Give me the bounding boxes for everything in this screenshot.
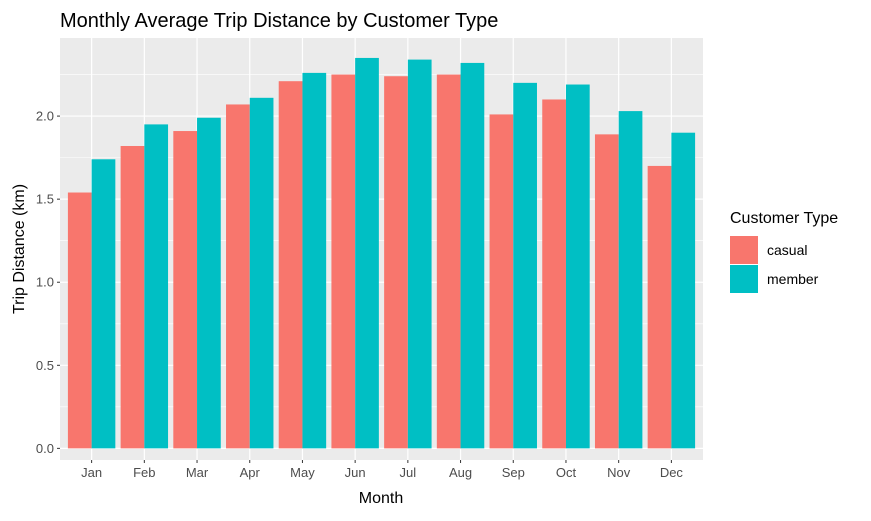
y-axis: 0.0 0.5 1.0 1.5 2.0 <box>36 109 60 456</box>
bar-member-sep <box>513 82 537 449</box>
x-tick-label: Sep <box>502 465 525 480</box>
chart-title: Monthly Average Trip Distance by Custome… <box>60 10 498 32</box>
bar-casual-jun <box>331 74 356 449</box>
x-tick-label: Nov <box>607 465 631 480</box>
x-tick-label: Feb <box>133 465 155 480</box>
x-tick-label: Apr <box>240 465 261 480</box>
bar-member-aug <box>460 62 485 449</box>
bar-member-jan <box>91 159 116 449</box>
x-tick-label: May <box>290 465 315 480</box>
bar-casual-feb <box>120 145 145 449</box>
legend-key-casual <box>730 236 758 264</box>
x-tick-label: Jun <box>345 465 366 480</box>
y-tick-label: 1.0 <box>36 275 54 290</box>
bar-casual-jul <box>384 76 408 449</box>
x-tick-label: Dec <box>660 465 684 480</box>
legend-label-member: member <box>767 271 819 287</box>
y-tick-label: 0.5 <box>36 358 54 373</box>
legend-key-member <box>730 265 758 293</box>
bar-casual-dec <box>647 165 672 449</box>
bar-member-mar <box>197 117 221 449</box>
x-tick-label: Mar <box>186 465 209 480</box>
bar-casual-mar <box>173 131 198 449</box>
x-tick-label: Jan <box>81 465 102 480</box>
bar-casual-nov <box>594 134 619 449</box>
bar-member-dec <box>671 132 696 449</box>
bar-member-jun <box>355 57 379 449</box>
bar-casual-may <box>278 81 303 449</box>
legend: Customer Type casual member <box>730 210 838 293</box>
bar-casual-apr <box>226 104 250 449</box>
bar-member-jul <box>407 59 432 449</box>
legend-label-casual: casual <box>767 242 807 258</box>
y-tick-label: 1.5 <box>36 192 54 207</box>
x-tick-label: Aug <box>449 465 472 480</box>
bars <box>67 57 696 449</box>
bar-casual-oct <box>542 99 566 449</box>
bar-casual-jan <box>67 192 92 449</box>
y-tick-label: 2.0 <box>36 109 54 124</box>
x-tick-label: Jul <box>400 465 417 480</box>
x-axis-title: Month <box>359 490 403 507</box>
bar-member-apr <box>249 97 274 449</box>
y-tick-label: 0.0 <box>36 441 54 456</box>
bar-member-may <box>302 72 327 449</box>
x-tick-label: Oct <box>556 465 577 480</box>
x-axis: Jan Feb Mar Apr May Jun Jul Aug Sep Oct Nov Dec <box>81 460 683 480</box>
legend-title: Customer Type <box>730 210 838 227</box>
bar-member-nov <box>618 111 643 449</box>
bar-member-feb <box>144 124 169 449</box>
y-axis-title: Trip Distance (km) <box>11 184 28 314</box>
bar-member-oct <box>565 84 590 449</box>
bar-casual-sep <box>489 114 514 449</box>
bar-casual-aug <box>436 74 461 449</box>
